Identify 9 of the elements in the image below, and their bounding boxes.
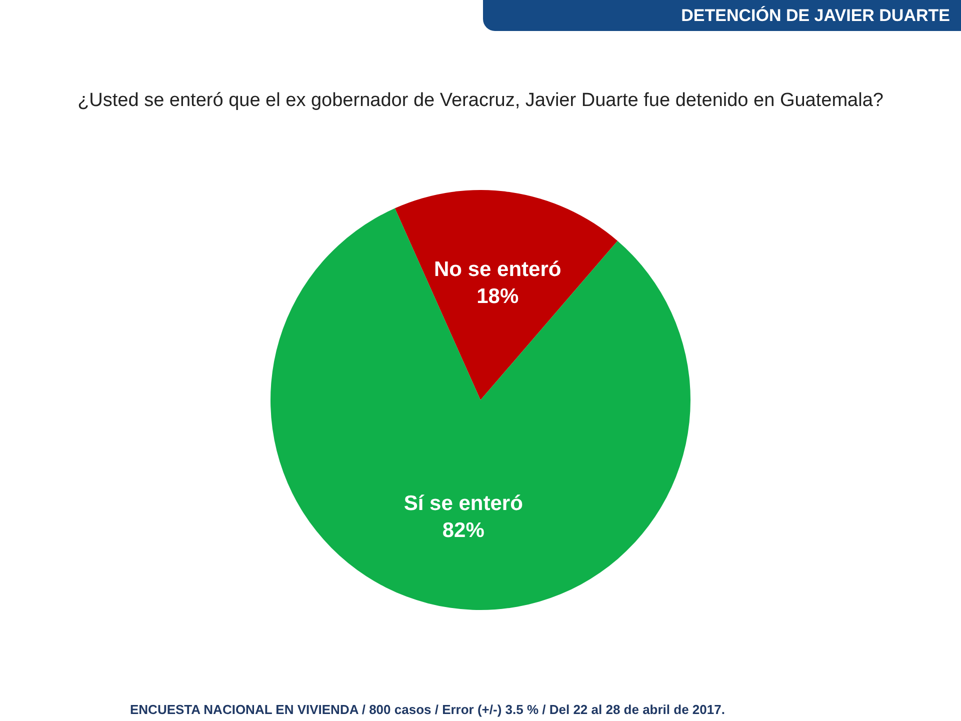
data-label: 18%	[476, 285, 519, 308]
data-label: 82%	[442, 518, 485, 542]
chart-subtitle: ¿Usted se enteró que el ex gobernador de Veracruz, Javier Duarte fue detenido en Guatemala?	[78, 90, 884, 111]
text: ENCUESTA NACIONAL EN VIVIENDA / 800 casos / Error (+/-) 3.5 % / Del 22 al 28 de abril de 2017.	[130, 702, 725, 718]
slice-label: No se enteró	[434, 258, 562, 282]
pie-slice	[394, 190, 618, 400]
pie-slice	[270, 208, 690, 610]
text: DETENCIÓN DE JAVIER DUARTE	[681, 6, 950, 26]
slice-label: Sí se enteró	[404, 492, 523, 515]
